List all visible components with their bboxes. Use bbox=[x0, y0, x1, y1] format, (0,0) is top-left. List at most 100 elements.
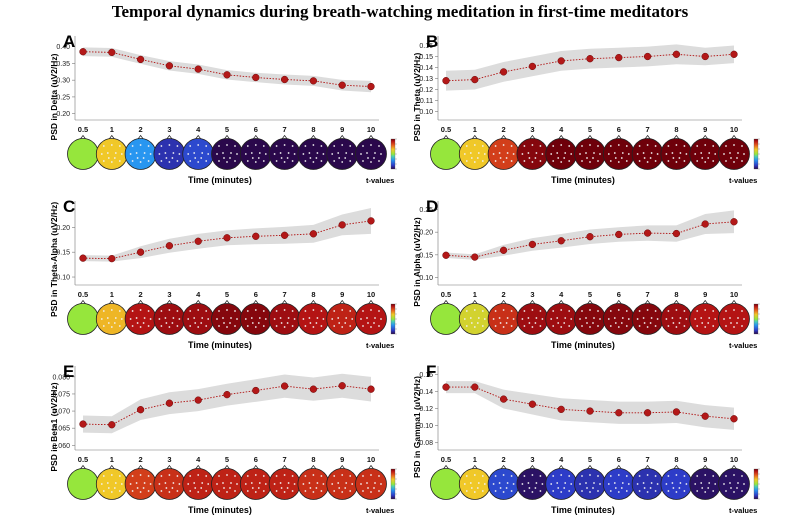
topomap-nose bbox=[194, 299, 202, 305]
electrode-marker bbox=[200, 487, 203, 489]
electrode-marker bbox=[236, 483, 238, 485]
electrode-marker bbox=[279, 152, 282, 154]
electrode-marker bbox=[370, 474, 372, 476]
data-point bbox=[471, 383, 479, 391]
topomap bbox=[153, 299, 186, 335]
electrode-marker bbox=[541, 153, 544, 155]
electrode-marker bbox=[176, 145, 179, 147]
electrode-marker bbox=[665, 483, 668, 485]
topomap bbox=[297, 134, 330, 170]
electrode-marker bbox=[638, 160, 641, 162]
topomap-nose bbox=[166, 464, 173, 470]
electrode-marker bbox=[481, 325, 484, 327]
topomap bbox=[355, 134, 387, 170]
topomap bbox=[153, 464, 186, 500]
electrode-marker bbox=[149, 483, 152, 485]
electrode-marker bbox=[528, 157, 531, 159]
electrode-marker bbox=[649, 322, 652, 324]
electrode-marker bbox=[223, 322, 225, 324]
panel-b-plot: 0.10 0.11 0.12 0.13 0.14 0.15 0.16 0.5 1 2 3 4 5 6 7 8 9… bbox=[419, 36, 760, 170]
electrode-marker bbox=[168, 491, 171, 493]
data-point bbox=[442, 383, 450, 391]
x-tick-label: 2 bbox=[502, 125, 506, 134]
topomap-nose bbox=[586, 464, 594, 470]
electrode-marker bbox=[477, 317, 480, 319]
electrode-marker bbox=[636, 153, 639, 155]
data-point bbox=[280, 382, 289, 390]
electrode-marker bbox=[704, 144, 707, 146]
y-tick-label: 0.12 bbox=[419, 406, 433, 413]
electrode-marker bbox=[463, 153, 466, 155]
electrode-marker bbox=[118, 475, 121, 477]
x-tick-label: 8 bbox=[311, 455, 315, 464]
electrode-marker bbox=[675, 326, 678, 328]
electrode-marker bbox=[476, 157, 479, 159]
data-point bbox=[252, 73, 260, 82]
electrode-marker bbox=[552, 160, 555, 162]
x-axis-label: Time (minutes) bbox=[188, 505, 252, 515]
electrode-marker bbox=[320, 325, 323, 327]
electrode-marker bbox=[234, 325, 236, 327]
x-axis-label: Time (minutes) bbox=[188, 175, 252, 185]
electrode-marker bbox=[316, 482, 319, 484]
data-point bbox=[701, 52, 709, 61]
electrode-marker bbox=[620, 487, 623, 489]
electrode-marker bbox=[345, 317, 348, 319]
electrode-marker bbox=[308, 317, 311, 319]
electrode-marker bbox=[302, 483, 305, 485]
topomap-nose bbox=[281, 464, 288, 470]
panel-a-plot: 0.20 0.25 0.30 0.35 0.40 0.5 1 2 3 4 5 6 7 8 9 10 bbox=[56, 36, 397, 170]
electrode-marker bbox=[560, 491, 563, 493]
electrode-marker bbox=[700, 152, 703, 154]
electrode-marker bbox=[226, 474, 228, 476]
topomap-nose bbox=[194, 134, 202, 140]
electrode-marker bbox=[189, 475, 192, 477]
data-point bbox=[442, 251, 450, 259]
electrode-marker bbox=[304, 325, 307, 327]
topomap-nose bbox=[529, 134, 536, 140]
electrode-marker bbox=[362, 145, 364, 147]
electrode-marker bbox=[730, 157, 732, 159]
data-point bbox=[672, 408, 681, 416]
electrode-marker bbox=[609, 145, 612, 147]
electrode-marker bbox=[568, 490, 571, 492]
electrode-marker bbox=[189, 160, 192, 162]
electrode-marker bbox=[273, 483, 276, 485]
electrode-marker bbox=[262, 145, 265, 147]
topomap-nose bbox=[730, 464, 738, 470]
electrode-marker bbox=[502, 491, 505, 493]
electrode-marker bbox=[229, 487, 231, 489]
electrode-marker bbox=[502, 161, 505, 163]
panel-letter: A bbox=[63, 32, 76, 51]
topomap-nose bbox=[701, 464, 709, 470]
x-tick-label: 8 bbox=[674, 455, 678, 464]
topomap-nose bbox=[281, 134, 288, 140]
electrode-marker bbox=[205, 145, 208, 147]
topomap bbox=[574, 464, 606, 500]
electrode-marker bbox=[585, 152, 587, 154]
y-tick-label: 0.070 bbox=[52, 409, 70, 416]
topomap bbox=[458, 464, 491, 500]
topomap-nose bbox=[108, 299, 116, 305]
topomap-head bbox=[67, 138, 99, 170]
electrode-marker bbox=[510, 145, 513, 147]
electrode-marker bbox=[725, 325, 727, 327]
electrode-marker bbox=[743, 318, 745, 320]
electrode-marker bbox=[730, 322, 732, 324]
x-tick-label: 3 bbox=[530, 455, 534, 464]
topomap-nose bbox=[223, 134, 231, 140]
electrode-marker bbox=[579, 153, 581, 155]
electrode-marker bbox=[589, 491, 591, 493]
electrode-marker bbox=[708, 482, 711, 484]
electrode-marker bbox=[646, 491, 649, 493]
electrode-marker bbox=[552, 310, 555, 312]
electrode-marker bbox=[625, 475, 628, 477]
topomap-nose bbox=[471, 464, 479, 470]
electrode-marker bbox=[160, 310, 163, 312]
electrode-marker bbox=[197, 491, 200, 493]
electrode-marker bbox=[736, 157, 738, 159]
electrode-marker bbox=[585, 482, 587, 484]
x-tick-label: 4 bbox=[559, 455, 564, 464]
topomap-nose bbox=[166, 134, 173, 140]
electrode-marker bbox=[481, 475, 484, 477]
